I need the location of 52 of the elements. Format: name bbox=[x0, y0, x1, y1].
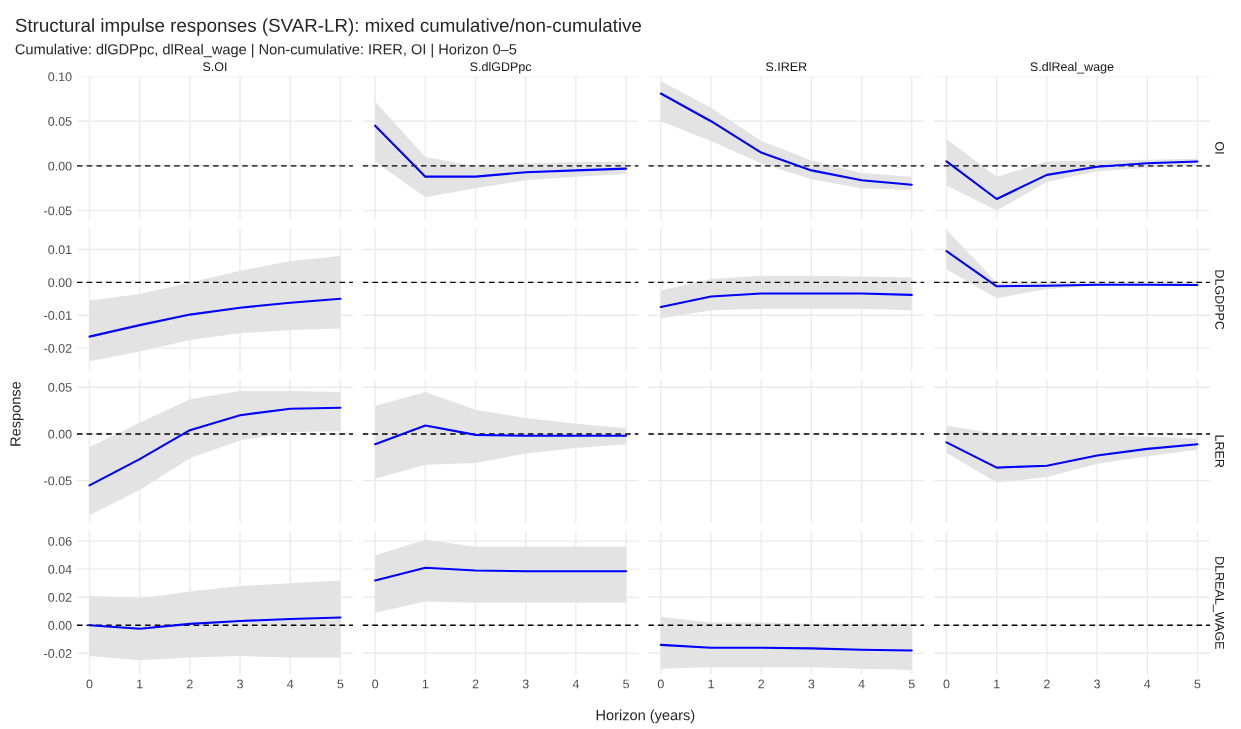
y2-axis-title: LRER bbox=[1215, 435, 1224, 468]
y-tick-label: 0.05 bbox=[48, 383, 72, 392]
text: Cumulative: dlGDPpc, dlReal_wage | Non-cumulative: IRER, OI | Horizon 0–5 bbox=[15, 43, 517, 58]
y-tick-label: -0.02 bbox=[44, 343, 72, 353]
x-tick-label: 3 bbox=[1094, 679, 1100, 689]
x-tick-label: 1 bbox=[422, 679, 429, 689]
y-tick-label: -0.02 bbox=[44, 649, 72, 658]
x-tick-label: 3 bbox=[808, 679, 815, 689]
y-tick-label: 0.05 bbox=[48, 117, 72, 126]
chart-title: S.dlGDPpc bbox=[470, 61, 532, 74]
y-tick-label: 0.06 bbox=[48, 536, 72, 546]
y-tick-label: 0.01 bbox=[48, 245, 72, 255]
x-tick-label: 5 bbox=[908, 679, 915, 689]
y2-axis-title: OI bbox=[1215, 142, 1225, 154]
y2-axis-title: DLREAL_WAGE bbox=[1212, 557, 1225, 649]
x-axis-title: Horizon (years) bbox=[596, 709, 695, 724]
x-tick-label: 0 bbox=[372, 679, 379, 689]
y2-axis-title: DLGDPPC bbox=[1215, 270, 1225, 330]
y-axis-title: Response bbox=[10, 381, 24, 446]
y-tick-label: 0.00 bbox=[48, 161, 72, 171]
chart-title: S.OI bbox=[203, 62, 227, 72]
y-tick-label: 0.04 bbox=[48, 564, 72, 574]
y-tick-label: 0.02 bbox=[48, 593, 72, 602]
x-tick-label: 2 bbox=[187, 679, 193, 689]
x-tick-label: 1 bbox=[994, 679, 1000, 689]
chart-title: S.IRER bbox=[766, 62, 807, 72]
x-tick-label: 5 bbox=[623, 679, 630, 689]
x-tick-label: 4 bbox=[1144, 679, 1151, 689]
x-tick-label: 2 bbox=[472, 679, 479, 689]
x-tick-label: 0 bbox=[943, 679, 950, 689]
x-tick-label: 0 bbox=[657, 679, 664, 689]
x-tick-label: 3 bbox=[237, 679, 243, 689]
y-tick-label: 0.00 bbox=[48, 429, 72, 439]
x-tick-label: 3 bbox=[522, 679, 529, 689]
x-tick-label: 4 bbox=[572, 679, 580, 689]
x-tick-label: 4 bbox=[287, 679, 294, 689]
y-tick-label: -0.05 bbox=[44, 206, 72, 216]
chart-title: S.dlReal_wage bbox=[1030, 61, 1114, 74]
y-tick-label: -0.01 bbox=[44, 311, 72, 320]
x-tick-label: 5 bbox=[337, 679, 344, 689]
x-tick-label: 0 bbox=[86, 679, 93, 689]
x-tick-label: 5 bbox=[1194, 679, 1201, 689]
y-tick-label: 0.00 bbox=[48, 621, 72, 630]
x-tick-label: 2 bbox=[1044, 679, 1050, 689]
x-tick-label: 4 bbox=[858, 679, 865, 689]
y-tick-label: -0.05 bbox=[44, 476, 72, 486]
y-tick-label: 0.00 bbox=[48, 278, 72, 288]
y-tick-label: 0.10 bbox=[48, 72, 72, 82]
x-tick-label: 2 bbox=[758, 679, 765, 689]
x-tick-label: 1 bbox=[137, 679, 143, 689]
x-tick-label: 1 bbox=[708, 679, 714, 689]
text: Structural impulse responses (SVAR-LR): mixed cumulative/non-cumulative bbox=[15, 18, 642, 36]
